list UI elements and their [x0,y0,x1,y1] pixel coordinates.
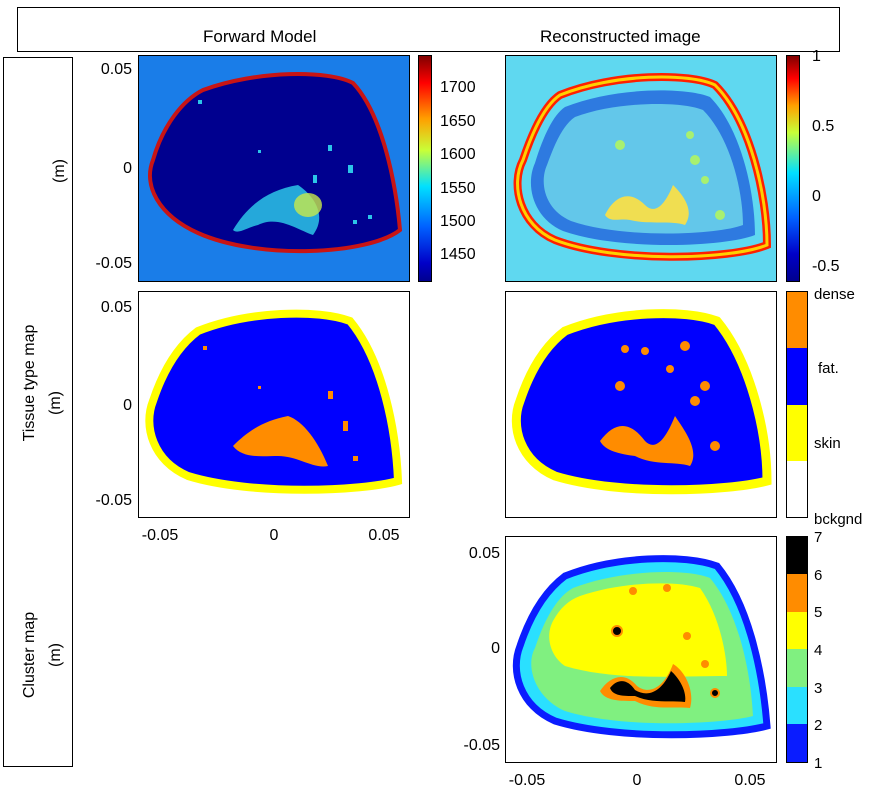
colorbar-tick: 1650 [440,113,476,130]
forward-tissue-frame [138,291,410,518]
dense-core-forward [294,193,322,217]
reconstructed-speed-plot [505,55,777,282]
row-label-box [3,57,73,767]
reconstructed-speed-frame [505,55,777,282]
ytick: 0.05 [100,61,132,78]
ytick: 0 [123,397,132,414]
skin-ring-yellow [516,75,769,259]
colorbar-tick: 1 [812,48,821,65]
column-title-reconstructed: Reconstructed image [540,27,701,46]
colorbar-tick: 2 [814,717,823,734]
colorbar-tick: 0.5 [812,118,835,135]
colorbar-tick: 7 [814,529,823,546]
forward-speed-frame [138,55,410,282]
ytick: 0 [491,640,500,657]
colorbar-tick: 1550 [440,180,476,197]
header-box [17,7,840,52]
colorbar-tick: 4 [814,642,823,659]
cluster-region-5 [549,583,727,677]
row2-unit-label: (m) [47,391,64,415]
row2-title-label: Tissue type map [21,324,38,442]
dense-reconstructed-tissue [600,416,694,466]
xtick: -0.05 [141,527,179,544]
colorbar-tick: 1700 [440,79,476,96]
tissue-colorbar [786,291,808,518]
colorbar-tick: 5 [814,604,823,621]
colorbar-tick: 1 [814,755,823,772]
colorbar-tick: 0 [812,188,821,205]
row1-unit-label: (m) [51,159,68,183]
ytick: 0 [123,160,132,177]
cluster-region-7 [610,671,686,702]
breast-region [148,71,403,254]
column-title-forward: Forward Model [203,27,317,46]
xtick: 0 [632,772,642,789]
ytick: -0.05 [463,737,500,754]
tissue-region-reconstructed [511,309,772,495]
row3-unit-label: (m) [47,643,64,667]
tissue-region-forward [145,309,403,494]
ytick: -0.05 [95,255,132,272]
forward-tissue-plot [138,291,410,518]
xtick: -0.05 [508,772,546,789]
ytick: -0.05 [95,492,132,509]
row3-title-label: Cluster map [21,611,38,699]
forward-speed-plot [138,55,410,282]
cluster-plot [505,536,777,763]
forward-colorbar [418,55,432,282]
dense-forward-tissue [233,416,328,467]
cluster-frame [505,536,777,763]
colorbar-tick: -0.5 [812,258,840,275]
colorbar-tick: 1450 [440,246,476,263]
reconstructed-tissue-frame [505,291,777,518]
xtick: 0.05 [368,527,400,544]
dense-tissue-reconstructed [605,185,689,225]
colorbar-tick: 1600 [440,146,476,163]
colorbar-category: fat. [818,360,839,377]
colorbar-category: bckgnd [814,511,863,528]
reconstructed-tissue-plot [505,291,777,518]
ytick: 0.05 [468,545,500,562]
colorbar-tick: 3 [814,680,823,697]
xtick: 0 [269,527,279,544]
reconstructed-colorbar [786,55,800,282]
colorbar-category: skin [814,435,841,452]
xtick: 0.05 [734,772,766,789]
colorbar-tick: 1500 [440,213,476,230]
colorbar-tick: 6 [814,567,823,584]
cluster-colorbar [786,536,808,763]
colorbar-category: dense [814,286,855,303]
ytick: 0.05 [100,299,132,316]
